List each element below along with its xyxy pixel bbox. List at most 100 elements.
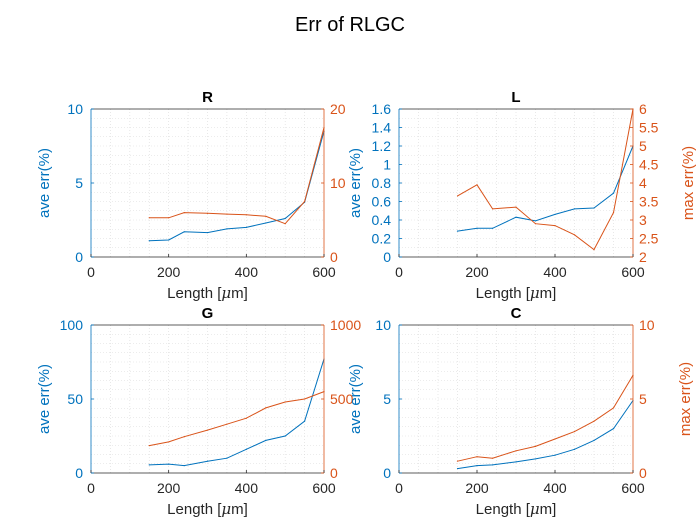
max-err-data-point bbox=[168, 441, 170, 443]
x-tick-label: 600 bbox=[312, 264, 336, 280]
right-y-tick-label: 20 bbox=[330, 101, 346, 117]
right-y-tick-label: 0 bbox=[330, 465, 338, 481]
x-tick-label: 200 bbox=[157, 264, 181, 280]
max-err-data-point bbox=[492, 457, 494, 459]
right-y-tick-label: 2.5 bbox=[639, 231, 659, 247]
max-err-series-line bbox=[457, 108, 634, 251]
x-tick-label: 400 bbox=[235, 480, 259, 496]
ave-err-data-point bbox=[183, 231, 185, 233]
max-err-data-point bbox=[593, 420, 595, 422]
right-y-tick-label: 0 bbox=[330, 249, 338, 265]
ave-err-data-point bbox=[554, 454, 556, 456]
x-axis-label: Length [μm] bbox=[476, 500, 557, 518]
ave-err-data-point bbox=[573, 208, 576, 210]
max-err-data-point bbox=[284, 223, 286, 225]
x-tick-label: 600 bbox=[621, 480, 645, 496]
x-tick-label: 0 bbox=[395, 480, 403, 496]
x-tick-label: 400 bbox=[543, 480, 567, 496]
left-y-tick-label: 100 bbox=[60, 317, 84, 333]
max-err-data-point bbox=[612, 407, 615, 409]
right-y-tick-label: 10 bbox=[330, 175, 346, 191]
max-err-data-point bbox=[554, 224, 556, 227]
ave-err-data-point bbox=[245, 448, 247, 450]
max-err-data-point bbox=[492, 208, 494, 210]
right-y-tick-label: 5 bbox=[639, 138, 647, 154]
ave-err-data-point bbox=[534, 458, 537, 460]
ave-err-data-point bbox=[303, 420, 306, 422]
max-err-data-point bbox=[206, 429, 209, 431]
max-err-data-point bbox=[168, 217, 170, 219]
ave-err-series-line bbox=[149, 131, 325, 242]
x-tick-label: 400 bbox=[543, 264, 567, 280]
x-tick-label: 200 bbox=[465, 480, 489, 496]
max-err-data-point bbox=[303, 398, 306, 400]
right-y-tick-label: 3 bbox=[639, 212, 647, 228]
ave-err-data-point bbox=[265, 222, 267, 224]
left-y-tick-label: 0.2 bbox=[372, 231, 392, 247]
max-err-series-line bbox=[149, 127, 325, 225]
ave-err-data-point bbox=[593, 439, 595, 442]
max-err-data-point bbox=[476, 456, 478, 458]
ave-err-series-line bbox=[457, 145, 634, 232]
x-tick-label: 600 bbox=[621, 264, 645, 280]
x-tick-label: 400 bbox=[235, 264, 259, 280]
max-err-data-point bbox=[456, 460, 459, 462]
max-err-data-point bbox=[265, 215, 267, 217]
left-y-axis-label: ave err(%) bbox=[347, 148, 364, 218]
max-err-data-point bbox=[573, 430, 576, 433]
x-tick-label: 0 bbox=[395, 264, 403, 280]
left-y-tick-label: 0 bbox=[75, 249, 83, 265]
left-y-tick-label: 5 bbox=[383, 391, 391, 407]
right-y-tick-label: 5 bbox=[639, 391, 647, 407]
x-axis-label: Length [μm] bbox=[476, 284, 557, 302]
left-y-tick-label: 0.4 bbox=[372, 212, 392, 228]
ave-err-data-point bbox=[245, 226, 247, 228]
ave-err-data-point bbox=[284, 217, 286, 220]
right-y-tick-label: 10 bbox=[639, 317, 655, 333]
ave-err-data-point bbox=[206, 460, 209, 462]
x-axis-label: Length [μm] bbox=[167, 284, 248, 302]
x-tick-label: 200 bbox=[157, 480, 181, 496]
right-y-tick-label: 3.5 bbox=[639, 194, 659, 210]
max-err-data-point bbox=[148, 445, 150, 447]
left-y-axis-label: ave err(%) bbox=[36, 148, 53, 218]
max-err-series-line bbox=[457, 375, 634, 462]
right-y-tick-label: 0 bbox=[639, 465, 647, 481]
max-err-data-point bbox=[534, 445, 537, 447]
max-err-data-point bbox=[245, 417, 247, 419]
left-y-tick-label: 0 bbox=[383, 465, 391, 481]
max-err-data-point bbox=[245, 214, 247, 216]
right-y-tick-label: 1000 bbox=[330, 317, 361, 333]
max-err-data-point bbox=[456, 195, 459, 197]
figure-title: Err of RLGC bbox=[294, 14, 406, 36]
max-err-data-point bbox=[534, 223, 537, 225]
panel-title: G bbox=[202, 305, 214, 322]
ave-err-data-point bbox=[168, 463, 170, 465]
ave-err-data-point bbox=[612, 192, 615, 194]
right-y-tick-label: 5.5 bbox=[639, 120, 659, 136]
left-y-tick-label: 0.6 bbox=[372, 194, 392, 210]
ave-err-data-point bbox=[476, 227, 478, 229]
ave-err-series-line bbox=[457, 400, 634, 470]
x-tick-label: 600 bbox=[312, 480, 336, 496]
ave-err-data-point bbox=[515, 461, 517, 463]
panel-title: C bbox=[511, 305, 522, 322]
ave-err-data-point bbox=[515, 216, 517, 218]
ave-err-data-point bbox=[554, 213, 556, 216]
left-y-tick-label: 1 bbox=[383, 157, 391, 173]
max-err-data-point bbox=[554, 438, 556, 440]
left-y-axis-label: ave err(%) bbox=[347, 364, 364, 434]
x-tick-label: 0 bbox=[87, 264, 95, 280]
max-err-data-point bbox=[593, 249, 595, 251]
right-y-tick-label: 2 bbox=[639, 249, 647, 265]
x-axis-label: Length [μm] bbox=[167, 500, 248, 518]
left-y-tick-label: 5 bbox=[75, 175, 83, 191]
right-y-tick-label: 500 bbox=[330, 391, 354, 407]
left-y-axis-label: ave err(%) bbox=[36, 364, 53, 434]
ave-err-data-point bbox=[206, 231, 209, 234]
grid-lines bbox=[399, 325, 633, 473]
right-y-tick-label: 6 bbox=[639, 101, 647, 117]
